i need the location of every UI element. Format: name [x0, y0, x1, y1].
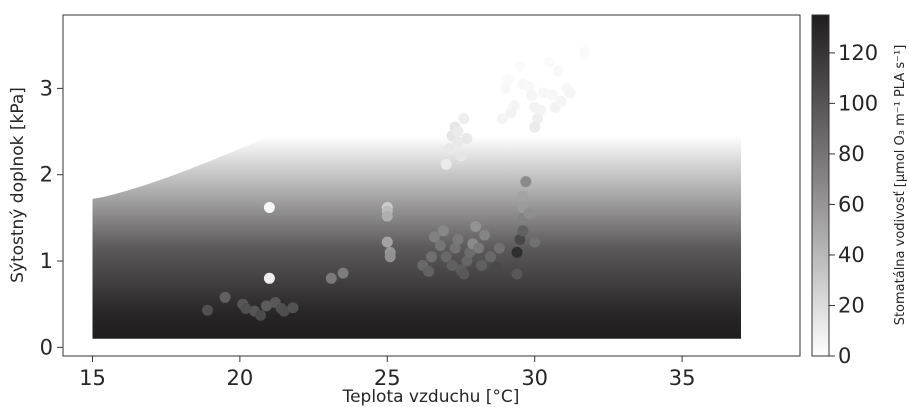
y-axis-title: Sýtostný doplnok [kPa]	[8, 87, 28, 283]
colorbar-title: Stomatálna vodivosť [μmol O₃ m⁻¹ PLA s⁻¹…	[893, 45, 908, 326]
x-tick-label: 20	[227, 366, 254, 390]
x-axis-title: Teplota vzduchu [°C]	[342, 387, 520, 407]
data-point	[499, 82, 511, 94]
data-point	[443, 143, 455, 155]
data-point	[202, 304, 213, 316]
plot-frame	[62, 14, 801, 357]
data-point	[485, 251, 496, 263]
data-point	[263, 272, 275, 284]
data-point	[529, 236, 541, 248]
colorbar-tick-label: 20	[838, 293, 865, 317]
data-point	[490, 262, 502, 274]
background-surface	[92, 135, 741, 339]
data-point	[543, 57, 555, 68]
data-point	[517, 190, 529, 202]
data-point	[479, 229, 491, 241]
data-point	[523, 208, 535, 220]
data-point	[564, 87, 576, 99]
data-point	[502, 74, 514, 86]
data-point	[514, 61, 526, 73]
data-point	[473, 242, 485, 254]
colorbar	[811, 14, 830, 357]
data-point	[423, 265, 435, 277]
data-point	[278, 305, 290, 317]
data-point	[240, 303, 252, 314]
data-point	[493, 242, 505, 254]
data-point	[452, 136, 464, 148]
data-point	[428, 231, 440, 243]
data-point	[446, 259, 458, 271]
data-point	[263, 202, 275, 213]
data-point	[255, 309, 266, 321]
data-point	[511, 268, 523, 280]
y-tick-label: 2	[40, 163, 53, 187]
colorbar-tick-label: 60	[838, 192, 865, 216]
scatter-points	[202, 46, 591, 321]
data-point	[458, 113, 470, 125]
data-point	[555, 95, 567, 107]
data-point	[381, 236, 393, 248]
y-tick-label: 3	[40, 76, 53, 100]
data-point	[384, 251, 396, 263]
data-point	[526, 89, 538, 101]
data-point	[538, 87, 549, 99]
data-point	[523, 81, 535, 93]
data-point	[455, 150, 467, 162]
data-point	[437, 225, 449, 237]
data-point	[381, 210, 393, 222]
data-point	[496, 113, 508, 125]
data-point	[476, 259, 488, 271]
data-point	[579, 46, 591, 58]
data-point	[440, 251, 452, 263]
data-point	[287, 302, 299, 314]
data-point	[532, 113, 544, 125]
data-point	[461, 133, 473, 144]
data-point	[520, 176, 532, 188]
data-point	[514, 234, 526, 245]
colorbar-ticks: 0 20 40 60 80 100 120	[829, 41, 878, 368]
x-tick-label: 15	[79, 366, 106, 390]
data-point	[461, 255, 473, 267]
data-point	[449, 242, 461, 254]
data-point	[505, 107, 517, 119]
x-tick-label: 30	[521, 366, 548, 390]
data-point	[464, 246, 476, 258]
colorbar-tick-label: 40	[838, 243, 865, 267]
colorbar-tick-label: 100	[838, 91, 878, 115]
x-axis: 15 20 25 30 35	[79, 356, 695, 390]
data-point	[260, 300, 272, 312]
y-tick-label: 0	[40, 335, 53, 359]
y-tick-label: 1	[40, 249, 53, 273]
data-point	[546, 89, 558, 101]
data-point	[452, 126, 464, 137]
data-point	[219, 291, 231, 303]
data-point	[517, 225, 529, 237]
data-point	[470, 221, 482, 232]
data-point	[337, 267, 349, 279]
data-point	[434, 240, 446, 251]
y-axis: 0 1 2 3	[40, 76, 63, 359]
x-tick-label: 25	[374, 366, 401, 390]
colorbar-tick-label: 0	[838, 344, 851, 368]
data-point	[426, 251, 437, 263]
data-point	[552, 65, 564, 77]
data-point	[325, 272, 337, 284]
colorbar-tick-label: 120	[838, 41, 878, 65]
colorbar-tick-label: 80	[838, 142, 865, 166]
data-point	[458, 268, 470, 280]
data-point	[440, 158, 452, 170]
data-point	[529, 121, 541, 133]
data-point	[511, 246, 523, 258]
data-point	[535, 104, 547, 116]
data-point	[452, 234, 464, 245]
x-tick-label: 35	[669, 366, 696, 390]
